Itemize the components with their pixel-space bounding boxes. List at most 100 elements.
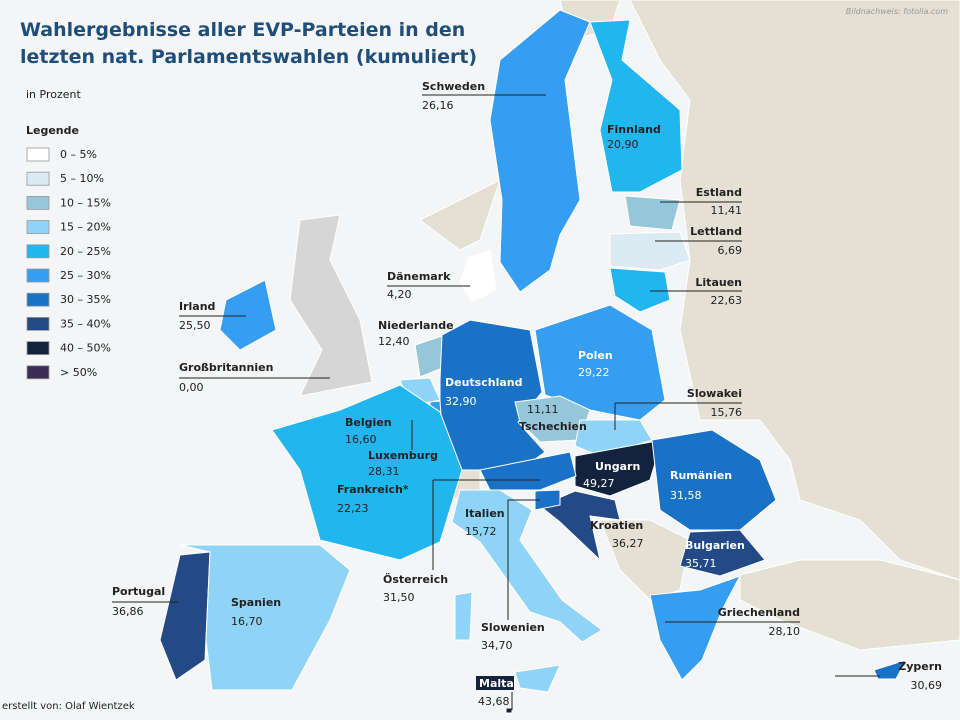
legend-swatch (26, 292, 50, 307)
country-name: Spanien (231, 596, 281, 609)
country-name: Griechenland (718, 606, 800, 619)
legend-label: 20 – 25% (60, 245, 111, 258)
country-value: 16,60 (345, 433, 377, 446)
country-name: Frankreich* (337, 483, 409, 496)
country-shape (505, 707, 513, 714)
country-name: Slowakei (687, 387, 742, 400)
legend-swatch (26, 268, 50, 283)
country-name: Rumänien (670, 469, 732, 482)
country-shape (609, 231, 691, 271)
country-shape (679, 529, 766, 577)
country-name: Malta (479, 677, 514, 690)
unit-note: in Prozent (26, 88, 81, 101)
country-name: Zypern (898, 660, 942, 673)
label-box (476, 676, 514, 690)
legend-swatch (26, 220, 50, 235)
country-value: 30,69 (911, 679, 943, 692)
legend-title: Legende (26, 124, 79, 137)
country-name: Portugal (112, 585, 165, 598)
country-shape (534, 489, 561, 511)
country-name: Lettland (690, 225, 742, 238)
country-value: 25,50 (179, 319, 211, 332)
country-name: Österreich (383, 572, 448, 586)
country-shape (454, 591, 473, 641)
country-name: Niederlande (378, 319, 454, 332)
country-name: Litauen (695, 276, 742, 289)
country-value: 22,63 (711, 294, 743, 307)
country-name: Italien (465, 507, 505, 520)
country-value: 36,27 (612, 537, 644, 550)
country-name: Deutschland (445, 376, 522, 389)
country-value: 11,11 (527, 403, 559, 416)
country-shape (451, 489, 603, 643)
country-value: 16,70 (231, 615, 263, 628)
country-value: 31,58 (670, 489, 702, 502)
legend-swatch (26, 147, 50, 162)
country-name: Finnland (607, 123, 661, 136)
legend-label: 0 – 5% (60, 148, 97, 161)
country-value: 35,71 (685, 557, 717, 570)
country-labels: Schweden 26,16 Finnland 20,90 Estland 11… (112, 80, 942, 708)
country-shape (514, 664, 561, 693)
legend-swatch (26, 244, 50, 259)
country-name: Tschechien (519, 420, 587, 433)
legend-label: > 50% (60, 366, 97, 379)
country-value: 12,40 (378, 335, 410, 348)
title: letzten nat. Parlamentswahlen (kumuliert… (20, 46, 477, 68)
country-value: 15,76 (711, 406, 743, 419)
country-value: 0,00 (179, 381, 204, 394)
country-shape (589, 19, 683, 193)
country-shape (574, 439, 663, 497)
country-shape (539, 490, 621, 562)
country-name: Ungarn (595, 460, 640, 473)
country-value: 28,31 (368, 465, 400, 478)
country-value: 22,23 (337, 502, 369, 515)
country-value: 28,10 (769, 625, 801, 638)
country-name: Großbritannien (179, 361, 273, 374)
country-shape (459, 249, 497, 303)
country-shape (649, 575, 742, 681)
legend-label: 5 – 10% (60, 172, 104, 185)
countries (159, 9, 908, 714)
country-value: 43,68 (478, 695, 510, 708)
country-shape (624, 195, 681, 231)
country-shape (651, 429, 777, 531)
image-credit: Bildnachweis: fotolia.com (846, 7, 948, 16)
country-value: 20,90 (607, 138, 639, 151)
country-shape (219, 279, 277, 351)
country-name: Dänemark (387, 270, 451, 283)
country-shape (271, 384, 463, 561)
country-shape (159, 551, 211, 681)
country-name: Luxemburg (368, 449, 438, 462)
country-name: Belgien (345, 416, 392, 429)
legend-swatch (26, 341, 50, 356)
country-shape (289, 214, 373, 397)
legend-swatch (26, 195, 50, 210)
leader-lines (112, 94, 880, 710)
country-name: Estland (696, 186, 742, 199)
legend-label: 35 – 40% (60, 317, 111, 330)
country-name: Bulgarien (685, 539, 745, 552)
country-value: 6,69 (718, 244, 743, 257)
country-value: 31,50 (383, 591, 415, 604)
country-value: 32,90 (445, 395, 477, 408)
legend-swatch (26, 365, 50, 380)
author-note: erstellt von: Olaf Wientzek (2, 701, 135, 712)
country-name: Irland (179, 300, 215, 313)
title: Wahlergebnisse aller EVP-Parteien in den (20, 19, 465, 41)
country-value: 34,70 (481, 639, 513, 652)
legend: Legende 0 – 5% 5 – 10% 10 – 15% 15 – 20% 20 … (26, 124, 111, 380)
country-value: 15,72 (465, 525, 497, 538)
country-name: Kroatien (590, 519, 643, 532)
legend-label: 40 – 50% (60, 342, 111, 355)
country-name: Schweden (422, 80, 485, 93)
legend-label: 10 – 15% (60, 196, 111, 209)
country-shape (609, 267, 671, 313)
legend-swatch (26, 316, 50, 331)
country-value: 26,16 (422, 99, 454, 112)
legend-label: 30 – 35% (60, 293, 111, 306)
country-value: 36,86 (112, 605, 144, 618)
country-value: 4,20 (387, 288, 412, 301)
country-shape (489, 9, 591, 293)
